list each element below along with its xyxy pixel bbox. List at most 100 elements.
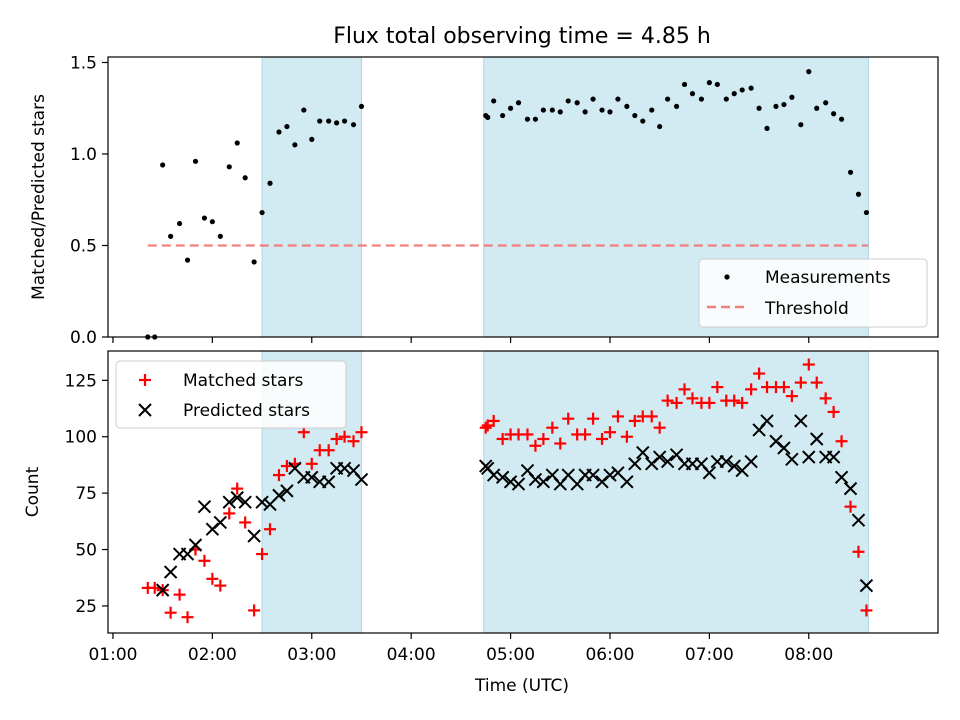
- measurement-point: [607, 109, 613, 115]
- bottom-x-ticks: 01:00 02:00 03:00 04:00 05:00 06:00 07:00 08:00: [88, 633, 833, 665]
- measurement-point: [599, 107, 605, 113]
- predicted-star-point: [528, 472, 543, 487]
- matched-star-point: [239, 516, 252, 529]
- y-tick-label: 25: [75, 597, 97, 617]
- x-tick-label: 05:00: [486, 645, 535, 665]
- measurement-point: [773, 103, 779, 110]
- measurement-point: [217, 233, 223, 239]
- top-legend-box: [698, 258, 928, 328]
- predicted-star-point: [810, 432, 824, 446]
- matched-star-point: [753, 367, 766, 380]
- matched-star-point: [355, 426, 368, 439]
- measurement-point: [847, 169, 854, 175]
- matched-star-point: [645, 410, 658, 423]
- matched-star-point: [338, 430, 351, 443]
- measurement-point: [739, 87, 745, 93]
- matched-star-point: [322, 444, 335, 457]
- measurement-point: [242, 175, 248, 181]
- predicted-stars-series: [155, 414, 874, 597]
- measurement-point: [259, 209, 265, 216]
- matched-star-point: [802, 358, 815, 371]
- measurement-point: [276, 129, 282, 135]
- matched-star-point: [670, 396, 683, 409]
- measurement-point: [168, 233, 174, 239]
- legend-measurements-label: Measurements: [765, 268, 891, 288]
- matched-star-point: [736, 396, 749, 409]
- y-tick-label: 1.0: [70, 145, 97, 165]
- measurement-point: [491, 98, 497, 104]
- measurement-point: [582, 109, 588, 115]
- predicted-star-point: [851, 513, 866, 527]
- x-tick-label: 03:00: [287, 645, 336, 665]
- predicted-star-point: [197, 499, 212, 514]
- predicted-star-point: [628, 457, 642, 471]
- predicted-star-point: [536, 475, 551, 489]
- predicted-star-point: [777, 441, 791, 455]
- top-panel: 0.0 0.5 1.0 1.5 Matched/Predicted stars Mea…: [29, 53, 939, 348]
- matched-stars-series: [141, 358, 873, 624]
- measurement-point: [515, 100, 522, 106]
- legend-predicted-label: Predicted stars: [183, 401, 310, 421]
- matched-star-point: [487, 414, 500, 427]
- predicted-star-point: [636, 445, 650, 460]
- matched-star-point: [785, 390, 798, 403]
- measurement-point: [549, 107, 555, 113]
- predicted-star-point: [843, 481, 858, 496]
- predicted-star-point: [794, 414, 808, 428]
- matched-star-point: [794, 376, 807, 389]
- measurement-point: [251, 259, 257, 265]
- matched-star-point: [280, 460, 293, 473]
- measurement-point: [234, 140, 240, 146]
- measurement-point: [485, 114, 491, 120]
- predicted-star-point: [603, 468, 617, 482]
- bottom-legend-box: [115, 360, 347, 429]
- bottom-y-ticks: 25 50 75 100 125: [65, 371, 108, 617]
- top-y-ticks: 0.0 0.5 1.0 1.5: [70, 53, 108, 348]
- matched-star-point: [256, 548, 269, 561]
- matched-star-point: [603, 426, 616, 439]
- matched-star-point: [852, 545, 865, 558]
- x-tick-label: 07:00: [685, 645, 734, 665]
- predicted-star-point: [511, 477, 526, 491]
- matched-star-point: [819, 392, 832, 405]
- matched-star-point: [728, 394, 741, 407]
- predicted-star-point: [652, 450, 667, 464]
- measurement-point: [574, 100, 580, 106]
- predicted-star-point: [859, 578, 874, 593]
- matched-star-point: [827, 405, 840, 418]
- matched-star-point: [620, 430, 633, 443]
- matched-star-point: [711, 381, 724, 394]
- matched-star-point: [164, 606, 177, 619]
- measurement-point: [731, 91, 737, 97]
- matched-star-point: [745, 383, 758, 396]
- x-axis-label: Time (UTC): [474, 676, 569, 696]
- x-tick-label: 06:00: [585, 645, 634, 665]
- matched-star-point: [653, 421, 666, 434]
- bottom-legend: Matched stars Predicted stars: [115, 360, 347, 429]
- matched-star-point: [496, 432, 509, 445]
- predicted-star-point: [163, 565, 178, 579]
- matched-star-point: [264, 523, 277, 536]
- matched-star-point: [777, 381, 790, 394]
- measurement-point: [557, 109, 563, 115]
- matched-star-point: [703, 396, 716, 409]
- predicted-star-point: [727, 459, 741, 473]
- predicted-star-point: [188, 538, 203, 552]
- predicted-star-point: [802, 450, 816, 464]
- measurement-point: [723, 96, 729, 102]
- y-tick-label: 75: [75, 484, 97, 504]
- matched-star-point: [686, 392, 699, 405]
- top-shaded-regions: [261, 56, 869, 338]
- measurement-point: [540, 107, 546, 113]
- predicted-star-point: [702, 466, 717, 480]
- measurement-point: [838, 116, 845, 122]
- matched-star-point: [181, 611, 194, 624]
- measurement-point: [507, 105, 514, 111]
- measurement-point: [160, 162, 166, 168]
- matched-star-point: [305, 457, 318, 470]
- measurement-point: [309, 136, 315, 142]
- matched-star-point: [198, 554, 211, 567]
- shaded-region: [483, 350, 869, 634]
- matched-star-point: [587, 412, 600, 425]
- matched-star-point: [678, 383, 691, 396]
